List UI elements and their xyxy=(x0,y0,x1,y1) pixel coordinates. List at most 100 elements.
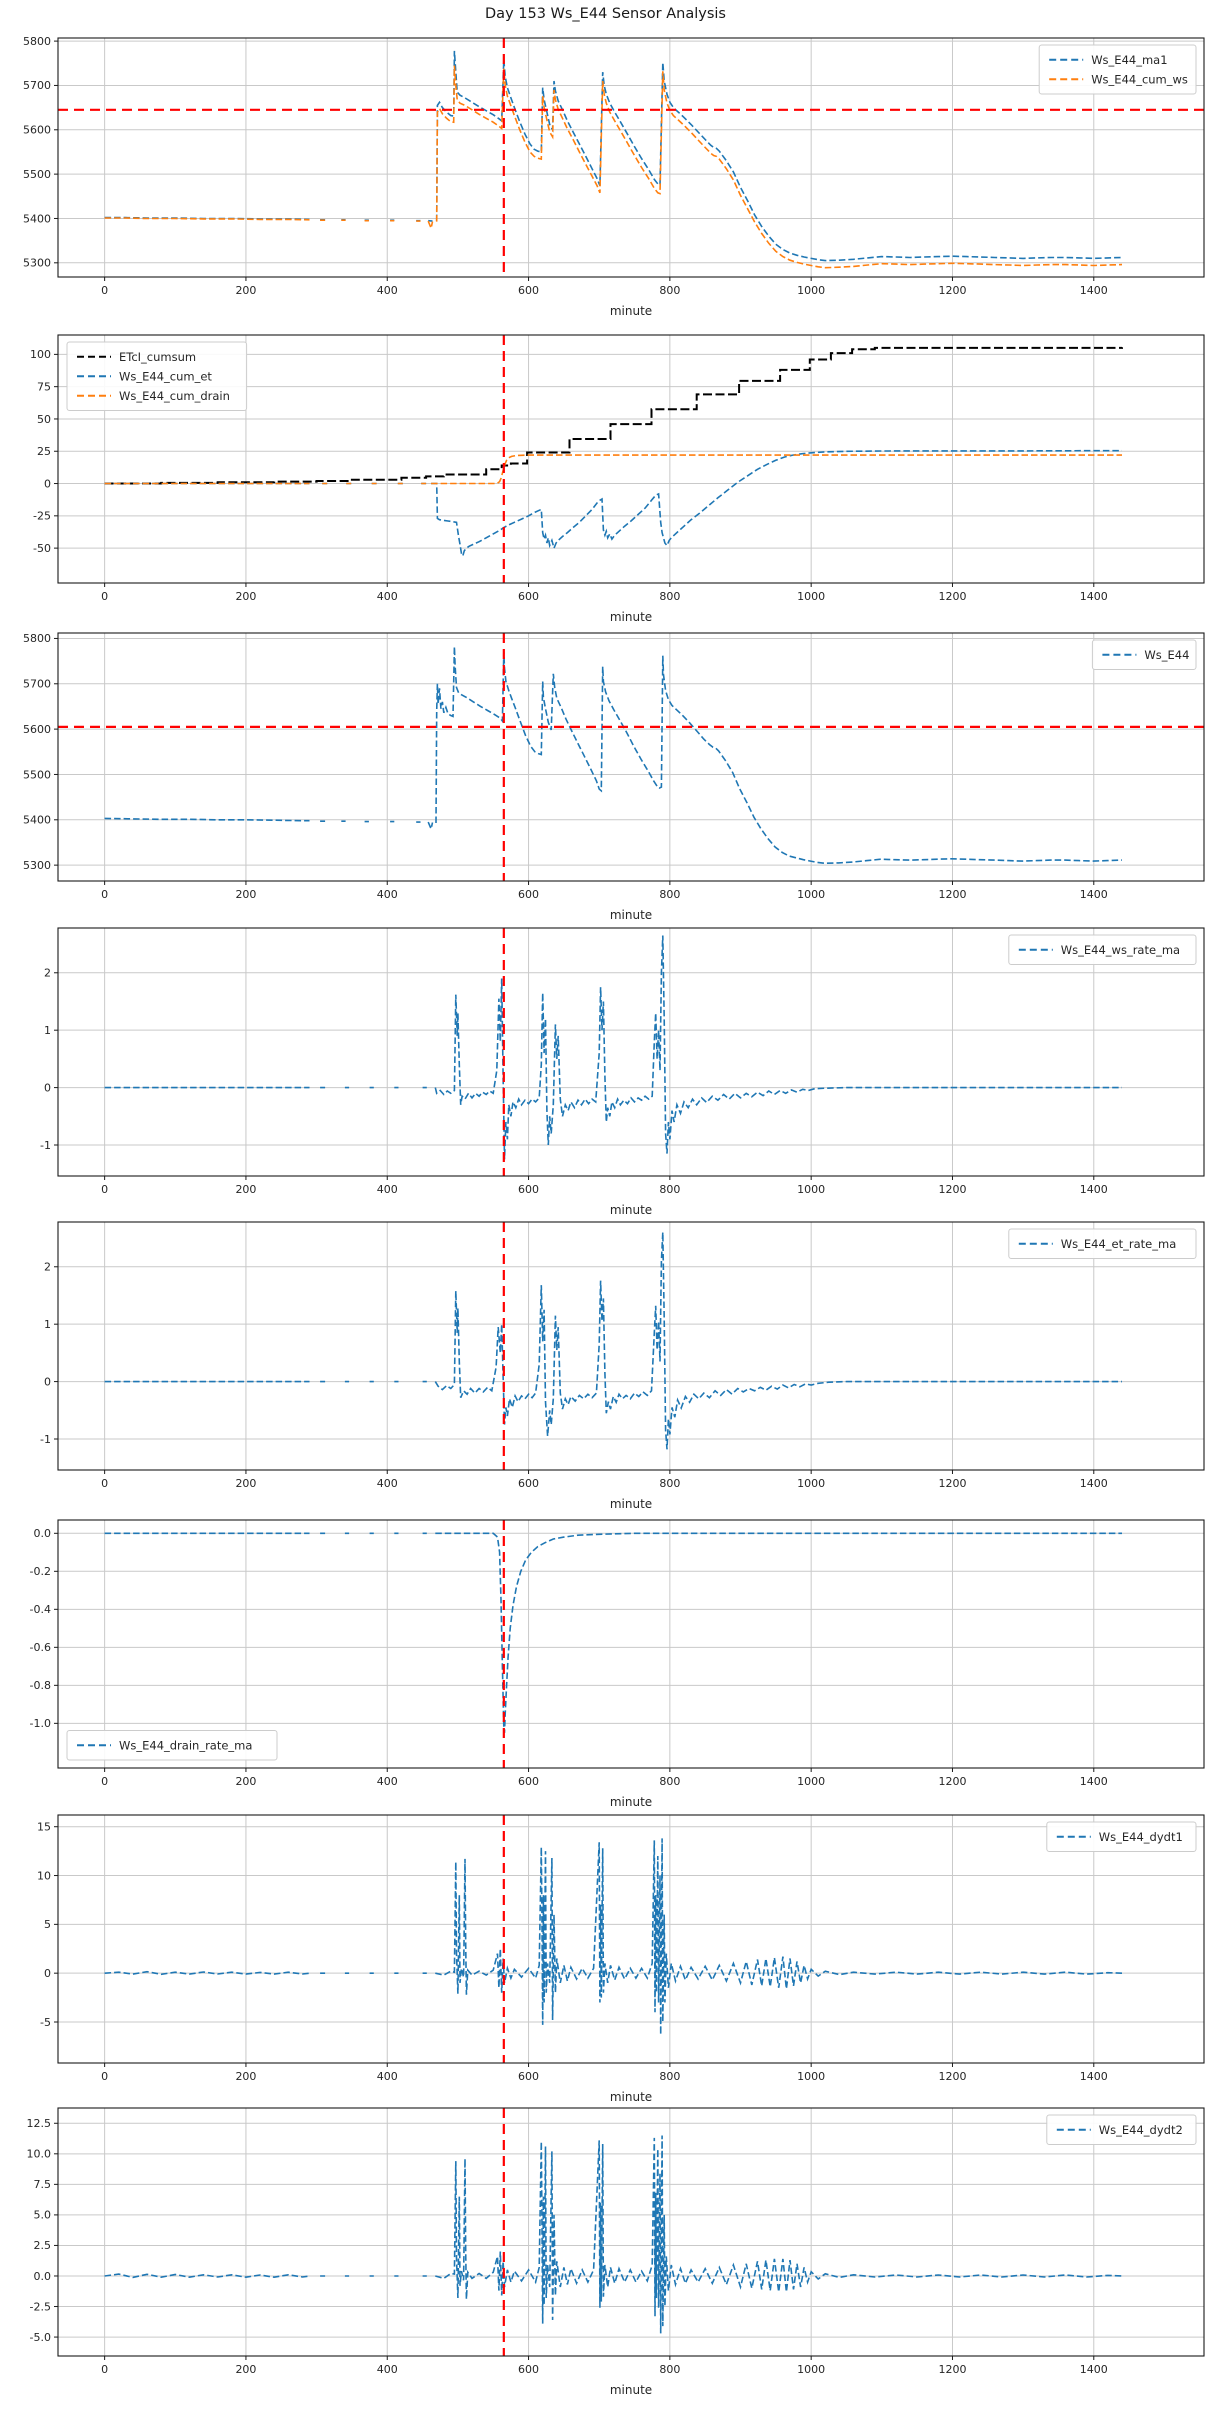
x-tick-label: 800 xyxy=(659,2363,680,2376)
legend: Ws_E44_ma1 Ws_E44_cum_ws xyxy=(1038,44,1197,95)
y-tick-label: 100 xyxy=(30,348,51,361)
subplot-et-rate: -1 0 1 2 0 200 400 600 800 1000 1200 1400 minute Ws_E… xyxy=(40,1221,1205,1511)
x-tick-label: 0 xyxy=(101,888,108,901)
legend-box xyxy=(1008,934,1197,965)
x-tick-label: 1400 xyxy=(1080,1183,1108,1196)
y-tick-label: 15 xyxy=(37,1821,51,1834)
axes-frame xyxy=(57,632,1205,882)
x-tick-label: 0 xyxy=(101,284,108,297)
series-ws-e44-dydt1 xyxy=(104,1838,1123,2035)
y-tick-label: 0 xyxy=(44,477,51,490)
x-tick-label: 1200 xyxy=(938,590,966,603)
x-tick-label: 200 xyxy=(235,888,256,901)
x-tick-label: 200 xyxy=(235,284,256,297)
x-tick-label: 400 xyxy=(377,1183,398,1196)
axes-frame xyxy=(57,1519,1205,1769)
subplot-ma1-cum-ws: 5300 5400 5500 5600 5700 5800 0 200 400 600 800 100… xyxy=(23,35,1205,318)
legend-label: Ws_E44_dydt1 xyxy=(1099,1830,1183,1844)
x-tick-label: 1000 xyxy=(797,590,825,603)
y-tick-label: 0 xyxy=(44,1081,51,1094)
legend-label: Ws_E44_cum_drain xyxy=(119,389,230,403)
y-tick-label: -0.2 xyxy=(30,1565,51,1578)
series-ws-e44-drain-rate-ma xyxy=(104,1532,1122,1733)
y-tick-label: 25 xyxy=(37,445,51,458)
x-tick-label: 1200 xyxy=(938,2070,966,2083)
x-tick-label: 800 xyxy=(659,2070,680,2083)
y-tick-label: -2.5 xyxy=(30,2300,51,2313)
series-ws-e44-cum-ws xyxy=(104,65,1123,269)
subplot-ws-e44: 5300 5400 5500 5600 5700 5800 0 200 400 600 800 100… xyxy=(23,632,1205,922)
x-tick-label: 1000 xyxy=(797,1183,825,1196)
x-tick-label: 600 xyxy=(518,1183,539,1196)
x-tick-label: 0 xyxy=(101,1477,108,1490)
y-tick-label: -0.6 xyxy=(30,1641,51,1654)
x-tick-label: 1200 xyxy=(938,888,966,901)
x-tick-label: 600 xyxy=(518,1775,539,1788)
legend-box xyxy=(66,1730,278,1761)
axes-frame xyxy=(57,1814,1205,2064)
x-tick-label: 600 xyxy=(518,888,539,901)
x-tick-label: 1000 xyxy=(797,1775,825,1788)
legend-label: Ws_E44_ma1 xyxy=(1091,53,1167,67)
legend-box xyxy=(1046,1821,1197,1852)
y-tick-label: 5300 xyxy=(23,859,51,872)
subplot-ws-rate: -1 0 1 2 0 200 400 600 800 1000 1200 1400 minute Ws_E… xyxy=(40,927,1205,1217)
legend-label: Ws_E44_drain_rate_ma xyxy=(119,1738,252,1752)
series-ws-e44-ws-rate-ma xyxy=(104,935,1122,1160)
y-tick-label: -25 xyxy=(33,510,51,523)
y-tick-label: 5600 xyxy=(23,124,51,137)
y-tick-label: 10 xyxy=(37,1869,51,1882)
y-tick-label: 7.5 xyxy=(34,2178,52,2191)
x-tick-label: 600 xyxy=(518,284,539,297)
x-axis-label: minute xyxy=(610,2383,652,2397)
y-tick-label: 0 xyxy=(44,1375,51,1388)
x-tick-label: 1000 xyxy=(797,1477,825,1490)
subplot-dydt1: -5 0 5 10 15 0 200 400 600 800 1000 1200 1400 minute W… xyxy=(37,1814,1205,2104)
y-tick-label: 5700 xyxy=(23,678,51,691)
x-tick-label: 400 xyxy=(377,2070,398,2083)
y-tick-label: 0 xyxy=(44,1967,51,1980)
y-tick-label: 5400 xyxy=(23,212,51,225)
x-tick-label: 800 xyxy=(659,1477,680,1490)
x-axis-label: minute xyxy=(610,2090,652,2104)
axes-frame xyxy=(57,927,1205,1177)
x-tick-label: 0 xyxy=(101,2363,108,2376)
axes-frame xyxy=(57,1221,1205,1471)
x-tick-label: 200 xyxy=(235,2363,256,2376)
y-tick-label: 75 xyxy=(37,380,51,393)
legend-box xyxy=(1046,2114,1197,2145)
x-tick-label: 800 xyxy=(659,590,680,603)
x-tick-label: 200 xyxy=(235,2070,256,2083)
y-tick-label: 12.5 xyxy=(27,2117,52,2130)
y-tick-label: 2.5 xyxy=(34,2239,52,2252)
legend-box xyxy=(1091,639,1197,670)
x-tick-label: 200 xyxy=(235,1477,256,1490)
x-tick-label: 1000 xyxy=(797,888,825,901)
y-tick-label: 1 xyxy=(44,1024,51,1037)
x-tick-label: 800 xyxy=(659,284,680,297)
legend: Ws_E44 xyxy=(1091,639,1197,670)
legend-box xyxy=(1008,1228,1197,1259)
series-ws-e44-et-rate-ma xyxy=(104,1232,1122,1450)
y-tick-label: -5.0 xyxy=(30,2331,51,2344)
legend: ETcI_cumsum Ws_E44_cum_et Ws_E44_cum_drain xyxy=(66,341,248,411)
x-tick-label: 400 xyxy=(377,1775,398,1788)
legend-label: Ws_E44 xyxy=(1144,648,1189,662)
legend: Ws_E44_et_rate_ma xyxy=(1008,1228,1197,1259)
x-tick-label: 1200 xyxy=(938,284,966,297)
x-tick-label: 1000 xyxy=(797,284,825,297)
axes-frame xyxy=(57,37,1205,278)
x-tick-label: 400 xyxy=(377,888,398,901)
series-etci-cumsum xyxy=(104,346,1123,485)
x-tick-label: 600 xyxy=(518,2363,539,2376)
x-tick-label: 400 xyxy=(377,284,398,297)
x-tick-label: 1400 xyxy=(1080,1477,1108,1490)
x-tick-label: 200 xyxy=(235,590,256,603)
y-tick-label: -1 xyxy=(40,1139,51,1152)
y-tick-label: -0.8 xyxy=(30,1679,51,1692)
x-tick-label: 1200 xyxy=(938,2363,966,2376)
x-tick-label: 1400 xyxy=(1080,1775,1108,1788)
x-axis-label: minute xyxy=(610,304,652,318)
